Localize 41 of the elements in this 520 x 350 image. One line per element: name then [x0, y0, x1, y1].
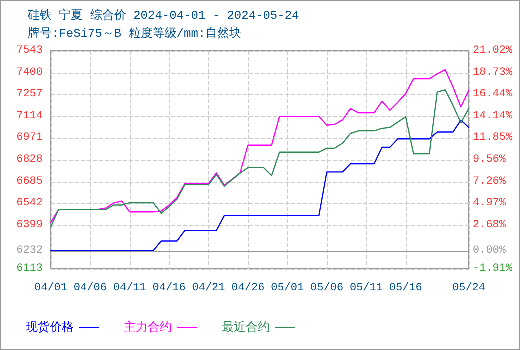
y-tick-label: 7400 — [16, 66, 43, 79]
line-series — [50, 69, 470, 224]
legend-label: 最近合约 — [222, 321, 270, 335]
x-tick-label: 04/21 — [192, 282, 226, 294]
y-tick-label: 7257 — [16, 88, 43, 101]
x-tick-label: 04/11 — [113, 282, 147, 294]
legend-label: 现货价格 — [26, 321, 74, 335]
legend-label: 主力合约 — [124, 320, 172, 335]
y2-tick-label: -1.91% — [473, 263, 514, 275]
y2-tick-label: 2.68% — [473, 219, 506, 232]
y-tick-label: 6685 — [16, 176, 43, 188]
x-tick-label: 04/16 — [152, 282, 186, 294]
y2-tick-label: 16.44% — [473, 88, 514, 101]
x-tick-label: 05/24 — [452, 282, 486, 294]
y2-tick-label: 9.56% — [473, 154, 506, 166]
y-tick-label: 6399 — [16, 219, 43, 232]
chart-title: 硅铁 宁夏 综合价 2024-04-01 - 2024-05-24 — [27, 8, 300, 23]
y-tick-label: 6971 — [16, 132, 44, 144]
y2-tick-label: 21.02% — [473, 45, 514, 57]
x-tick-label: 05/16 — [389, 282, 422, 294]
y2-tick-label: 0.00% — [473, 244, 506, 257]
line-series — [50, 120, 470, 252]
line-series — [50, 89, 470, 228]
chart-subtitle: 牌号:FeSi75～B 粒度等级/mm:自然块 — [28, 26, 242, 41]
x-tick-label: 05/11 — [350, 282, 384, 294]
y-tick-label: 6232 — [16, 244, 43, 257]
y2-tick-label: 7.26% — [473, 176, 506, 188]
x-tick-label: 05/06 — [310, 282, 344, 294]
x-tick-label: 04/06 — [74, 282, 107, 294]
x-tick-label: 04/01 — [34, 282, 68, 294]
y-tick-label: 6542 — [16, 198, 43, 210]
x-tick-label: 04/26 — [232, 282, 265, 294]
y-tick-label: 6828 — [16, 154, 43, 166]
y2-tick-label: 4.97% — [473, 198, 506, 210]
y-tick-label: 7114 — [16, 110, 44, 122]
y-tick-label: 7543 — [16, 45, 43, 57]
y2-tick-label: 18.73% — [473, 66, 514, 79]
y2-tick-label: 14.14% — [473, 110, 514, 122]
y-tick-label: 6113 — [16, 263, 43, 275]
x-tick-label: 05/01 — [271, 282, 304, 294]
y2-tick-label: 11.85% — [473, 132, 514, 144]
